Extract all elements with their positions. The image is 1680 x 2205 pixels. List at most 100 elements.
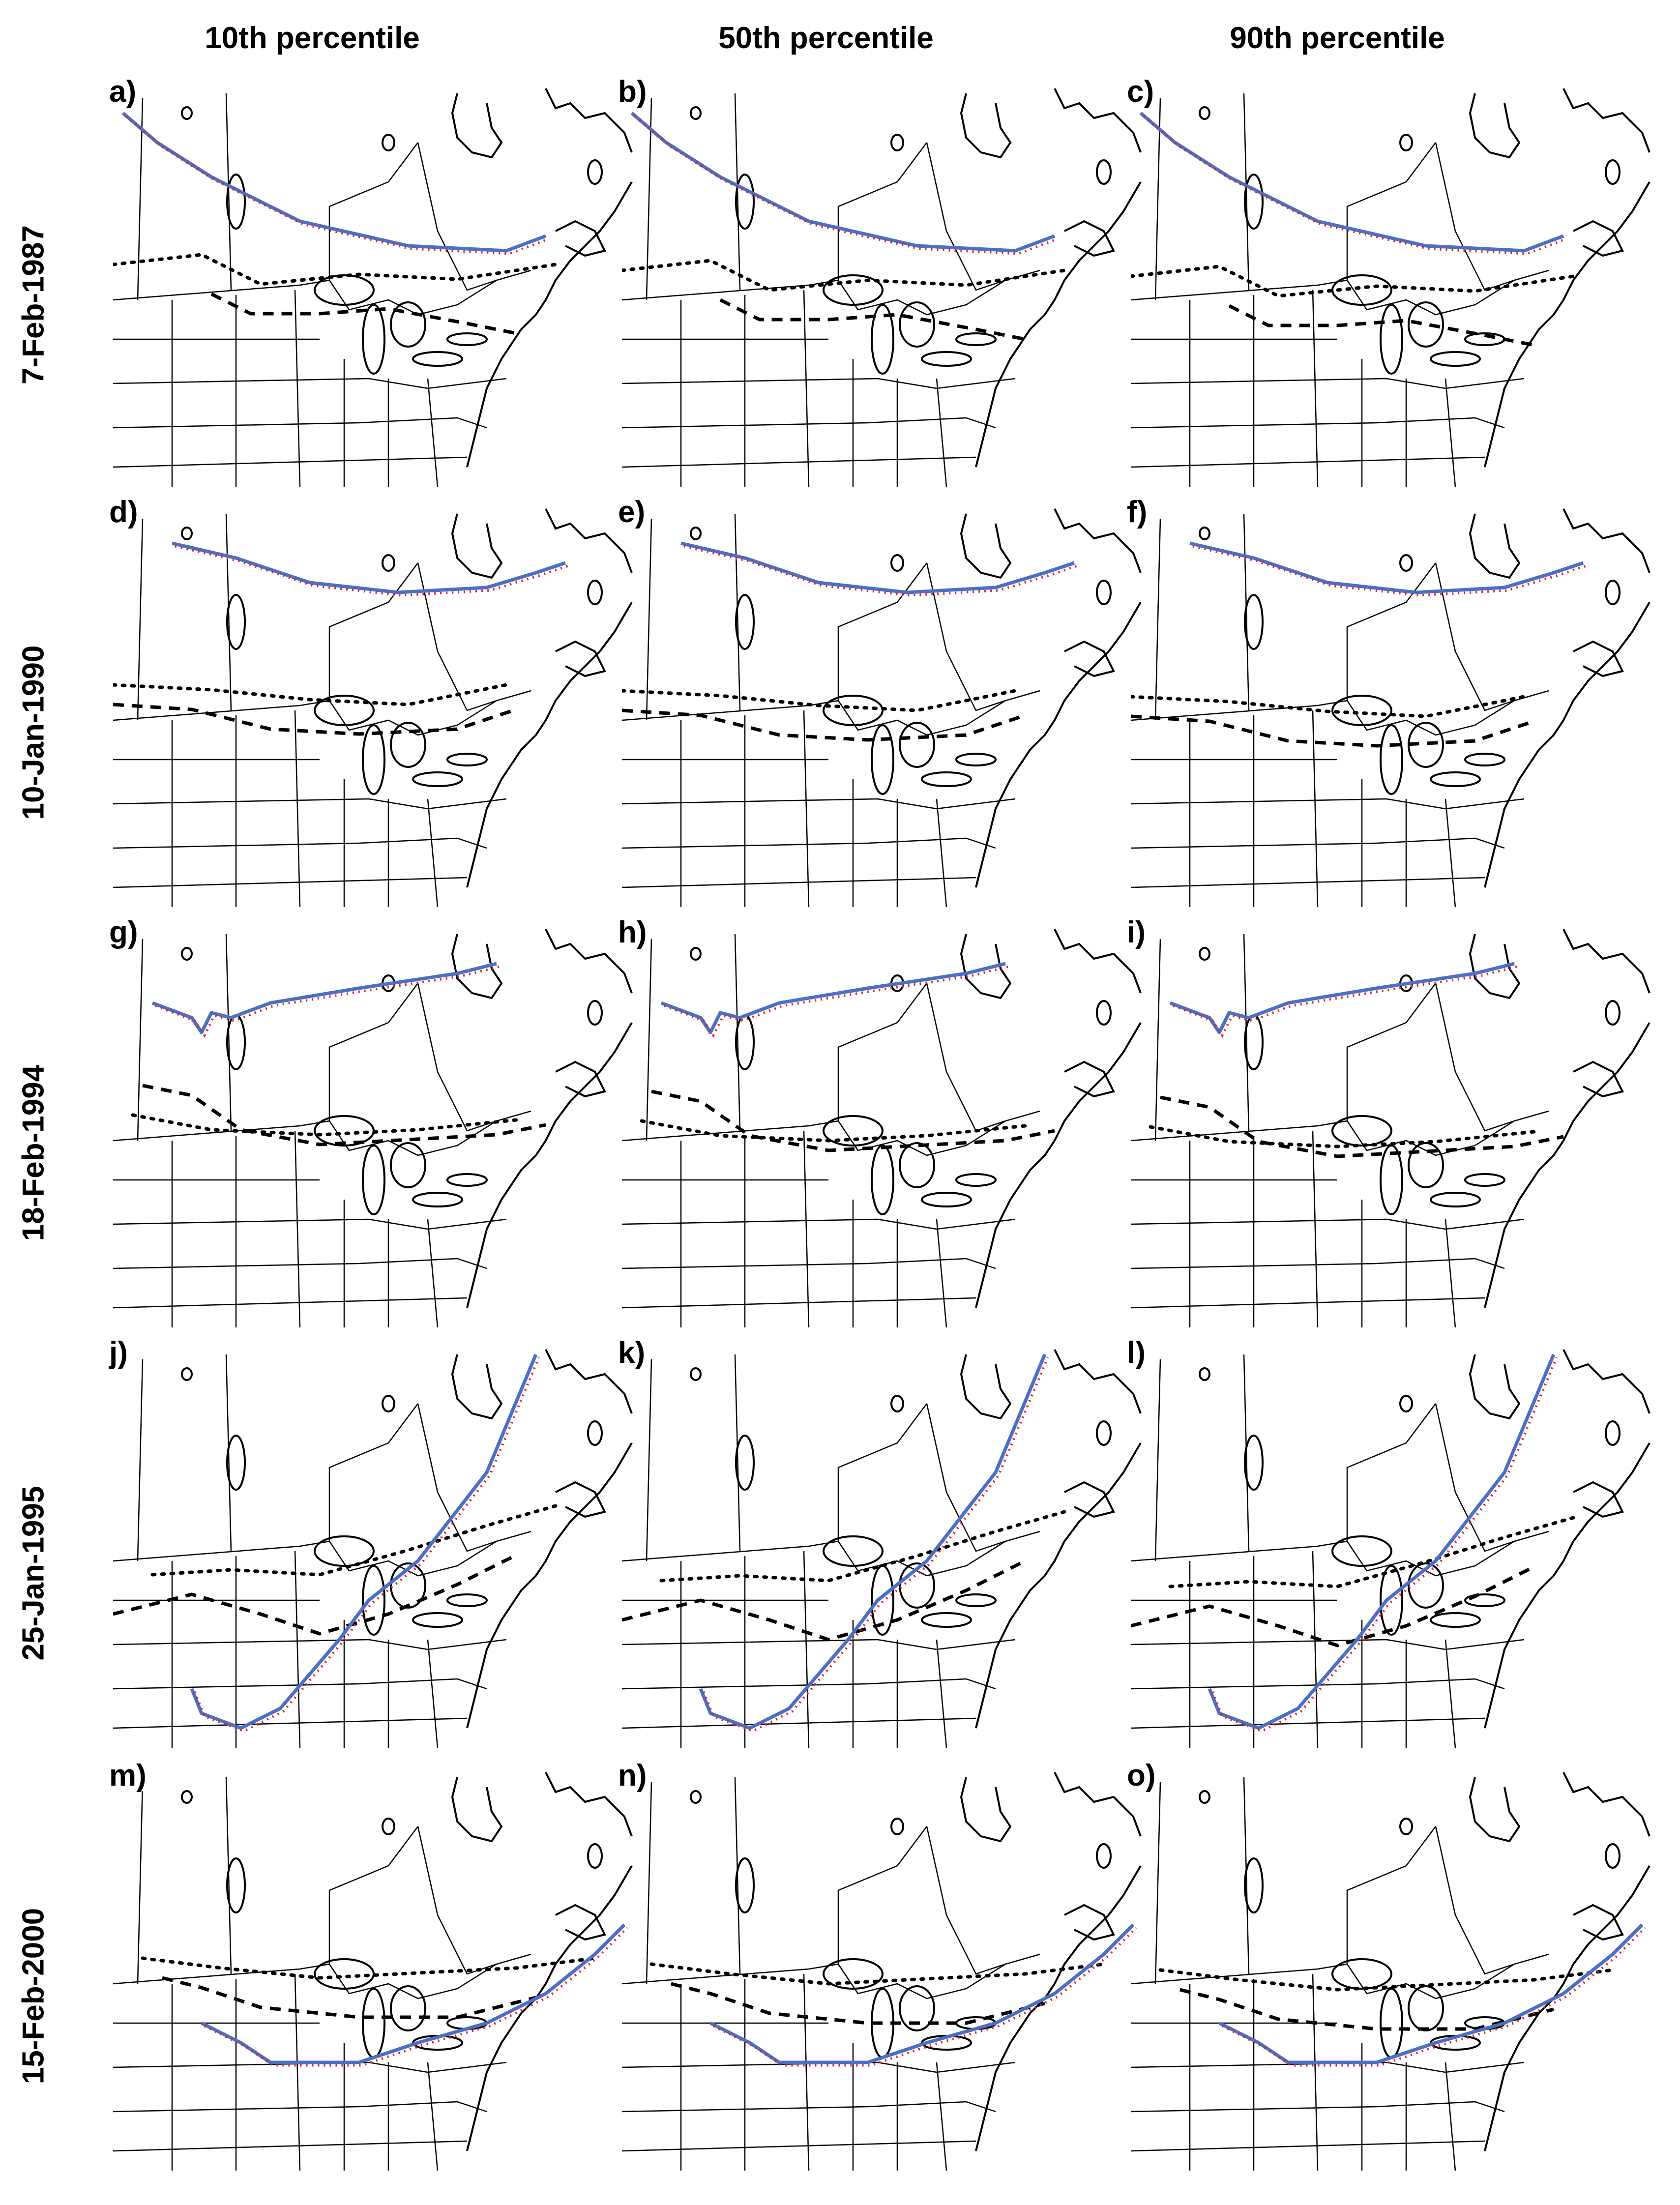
lake-huron xyxy=(1408,1985,1444,2031)
small-lake-3 xyxy=(1605,1420,1621,1446)
lake-ontario xyxy=(1464,1173,1505,1187)
lake-winnipeg xyxy=(735,174,755,230)
state-line-9 xyxy=(1444,2062,1456,2171)
lake-michigan xyxy=(1380,1988,1403,2058)
atlantic-coast xyxy=(466,1442,633,1729)
atlantic-coast xyxy=(975,1442,1142,1729)
map-8 xyxy=(622,929,1142,1327)
state-line-3 xyxy=(1131,837,1505,849)
small-lake-1 xyxy=(382,1818,395,1835)
saskatchewan-manitoba-border xyxy=(734,1354,741,1552)
hudson-bay-coast xyxy=(960,513,1012,579)
state-line-9 xyxy=(936,2062,947,2171)
st-lawrence-gulf xyxy=(555,640,606,677)
state-line-2 xyxy=(113,1218,507,1230)
dashed-black-line xyxy=(113,1553,517,1636)
manitoba-ontario-border xyxy=(1346,142,1436,280)
dotted-black-line xyxy=(622,259,1066,292)
lake-superior xyxy=(314,1958,375,1990)
state-line-9 xyxy=(1444,798,1456,907)
solid-blue-line xyxy=(1169,962,1515,1034)
saskatchewan-manitoba-border xyxy=(225,93,232,291)
state-line-3 xyxy=(113,417,487,429)
solid-blue-line xyxy=(1139,112,1564,253)
map-panel-10: j) xyxy=(109,1338,634,1748)
state-line-9 xyxy=(1444,1219,1456,1327)
manitoba-ontario-border xyxy=(837,983,927,1121)
map-panel-1: a) xyxy=(109,77,634,487)
map-1 xyxy=(113,88,633,487)
state-line-3 xyxy=(622,417,996,429)
small-lake-3 xyxy=(587,1420,603,1446)
labrador-coast xyxy=(1054,508,1142,573)
state-line-10 xyxy=(622,1717,976,1729)
panel-label: a) xyxy=(109,77,140,107)
state-line-10 xyxy=(1131,2140,1485,2152)
lake-erie xyxy=(921,1192,972,1207)
dotted-red-line xyxy=(193,1357,540,1733)
map-13 xyxy=(113,1772,633,2171)
small-lake-1 xyxy=(382,1395,395,1412)
lake-huron xyxy=(390,1985,426,2031)
dotted-red-line xyxy=(125,115,549,255)
state-line-6 xyxy=(1312,1973,1319,2171)
us-canada-border xyxy=(622,1953,1040,1999)
lake-michigan xyxy=(1380,724,1403,795)
lake-michigan xyxy=(871,724,894,795)
solid-blue-line xyxy=(190,1353,538,1730)
small-lake-1 xyxy=(1399,554,1413,572)
st-lawrence-gulf xyxy=(1573,220,1624,257)
dotted-black-line xyxy=(622,689,1017,712)
small-lake-1 xyxy=(382,134,395,151)
small-lake-1 xyxy=(1399,1395,1413,1412)
atlantic-coast xyxy=(1484,1022,1651,1308)
saskatchewan-manitoba-border xyxy=(225,1354,232,1552)
dotted-red-line xyxy=(1173,965,1518,1038)
lake-michigan xyxy=(871,1145,894,1215)
lake-superior xyxy=(823,695,884,726)
dotted-red-line xyxy=(1221,1927,1646,2067)
state-line-2 xyxy=(1131,798,1525,810)
lake-huron xyxy=(899,1142,935,1188)
solid-blue-line xyxy=(709,1923,1135,2064)
small-lake-3 xyxy=(1605,580,1621,605)
map-2 xyxy=(622,88,1142,487)
dotted-red-line xyxy=(702,1357,1049,1733)
lake-erie xyxy=(921,351,972,367)
lake-winnipeg xyxy=(1244,1435,1264,1491)
lake-ontario xyxy=(955,332,997,346)
small-lake-2 xyxy=(1199,106,1210,120)
alberta-saskatchewan-border xyxy=(1154,939,1161,1141)
map-panel-7: g) xyxy=(109,917,634,1327)
panel-label: o) xyxy=(1127,1761,1159,1791)
ontario-quebec-border xyxy=(417,983,497,1132)
dotted-red-line xyxy=(175,545,569,597)
hudson-bay-coast xyxy=(1469,513,1521,579)
dotted-black-line xyxy=(659,1510,1066,1583)
lake-huron xyxy=(1408,1142,1444,1188)
manitoba-ontario-border xyxy=(328,1403,418,1541)
atlantic-coast xyxy=(466,181,633,468)
state-line-2 xyxy=(1131,2061,1525,2073)
solid-blue-line xyxy=(1208,1353,1556,1730)
map-6 xyxy=(1131,508,1651,907)
lake-winnipeg xyxy=(226,1435,246,1491)
dashed-black-line xyxy=(113,703,517,736)
map-panel-2: b) xyxy=(618,77,1143,487)
state-line-2 xyxy=(622,2061,1016,2073)
dotted-red-line xyxy=(634,115,1058,255)
lake-erie xyxy=(921,1612,972,1628)
lake-michigan xyxy=(362,1145,385,1215)
lake-huron xyxy=(899,722,935,768)
state-line-3 xyxy=(622,2101,996,2113)
state-line-9 xyxy=(427,1219,439,1327)
us-canada-border xyxy=(1131,269,1549,316)
row-header-1: 7-Feb-1987 xyxy=(17,103,51,506)
ontario-quebec-border xyxy=(417,1403,497,1552)
st-lawrence-gulf xyxy=(1573,1904,1624,1941)
st-lawrence-gulf xyxy=(1064,1481,1115,1518)
state-line-6 xyxy=(294,1551,301,1748)
ontario-quebec-border xyxy=(417,1826,497,1975)
manitoba-ontario-border xyxy=(837,562,927,701)
hudson-bay-coast xyxy=(960,93,1012,159)
